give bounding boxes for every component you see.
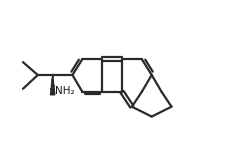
Text: NH₂: NH₂ bbox=[55, 86, 75, 96]
Polygon shape bbox=[50, 75, 55, 95]
